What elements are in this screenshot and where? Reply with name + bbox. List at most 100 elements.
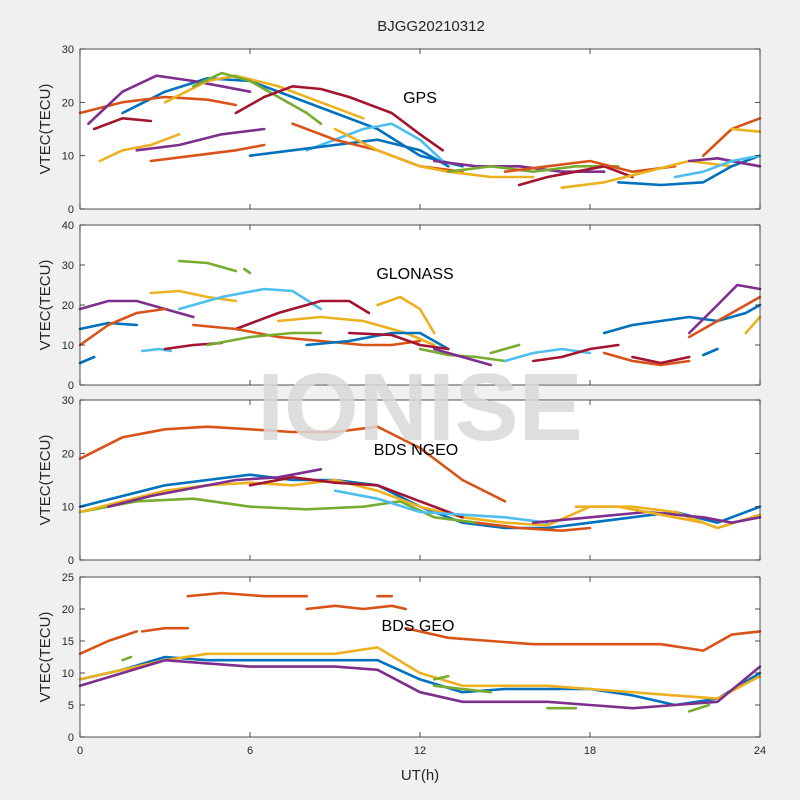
watermark-text: IONISE [257,354,582,461]
series-line-6 [243,267,252,275]
series-line-9 [234,299,371,331]
y-axis-label: VTEC(TECU) [37,435,54,526]
series-line-9 [149,143,266,163]
series-line-10 [192,323,422,347]
series-line-8 [177,287,323,311]
plot-area [80,49,760,209]
series-line-6 [404,626,762,652]
axes-panel-2: 0 10 20 30 40 VTEC(TECU) GLONASS [37,220,762,392]
series-line-16 [446,165,620,173]
x-axis-label: UT(h) [401,767,439,784]
series-line-5 [107,467,323,509]
series-line-12 [135,127,266,152]
series-line-19 [432,347,493,367]
y-tick-label: 0 [68,732,74,744]
series-line-26 [687,295,762,339]
series-line-29 [631,355,691,365]
series-line-14 [206,331,323,347]
panel-annotation: GPS [403,90,437,107]
y-tick-label: 15 [62,636,74,648]
y-tick-label: 40 [62,220,74,232]
series-line-10 [98,133,181,163]
series-line-24 [730,127,762,133]
series-line-7 [78,655,762,707]
series-line-2 [141,626,189,633]
series-line-14 [432,674,450,681]
series-line-8 [248,138,450,168]
series-line-2 [78,321,138,331]
x-tick-label: 12 [414,745,426,757]
y-tick-label: 0 [68,555,74,567]
x-tick-label: 18 [584,745,596,757]
series-line-5 [192,71,323,125]
y-tick-label: 10 [62,340,74,352]
y-tick-label: 5 [68,700,74,712]
series-line-27 [744,315,762,335]
series-line-9 [531,510,762,525]
series-line-21 [503,347,592,363]
series-line-1 [78,425,507,503]
series-line-10 [574,505,705,525]
series-line-23 [602,303,762,335]
series-line-18 [503,159,677,173]
series-line-16 [305,331,450,351]
series-group [78,259,762,367]
series-line-10 [432,684,493,694]
y-tick-label: 10 [62,151,74,163]
series-line-14 [333,127,535,179]
series-line-4 [78,307,167,347]
series-line-9 [78,658,762,710]
series-line-3 [87,74,252,125]
series-line-12 [687,703,711,713]
series-line-17 [517,165,634,187]
series-line-11 [92,117,153,131]
series-line-22 [531,343,620,363]
series-line-15 [276,315,436,347]
series-group [78,425,762,533]
series-line-1 [78,630,138,656]
y-tick-label: 30 [62,44,74,56]
series-line-24 [602,351,691,367]
y-tick-label: 20 [62,300,74,312]
series-line-7 [333,489,549,525]
panel-annotation: BDS NGEO [374,442,458,459]
series-line-4 [305,604,408,611]
series-line-19 [560,159,734,189]
y-tick-label: 30 [62,260,74,272]
x-tick-label: 24 [754,745,766,757]
figure-title: BJGG20210312 [377,18,485,35]
y-axis-label: VTEC(TECU) [37,84,54,175]
series-line-25 [687,283,762,335]
series-line-8 [475,521,592,533]
panel-annotation: GLONASS [376,266,453,283]
series-line-17 [347,331,450,351]
y-tick-label: 25 [62,572,74,584]
y-tick-label: 0 [68,380,74,392]
y-axis-label: VTEC(TECU) [37,612,54,703]
series-line-1 [78,299,195,319]
series-group [78,591,762,713]
axes-panel-4: 0 5 10 15 20 25 0 6 12 18 24 VTEC(TECU) BDS GEO UT(h) [37,572,766,784]
y-tick-label: 10 [62,502,74,514]
y-tick-label: 20 [62,604,74,616]
series-line-12 [141,347,172,353]
series-line-23 [673,154,762,179]
y-tick-label: 0 [68,204,74,216]
series-group [78,71,762,189]
series-line-7 [149,289,238,303]
panel-annotation: BDS GEO [382,618,455,635]
series-line-4 [163,74,365,120]
series-line-7 [305,122,445,163]
x-tick-label: 6 [247,745,253,757]
axes-panel-3: 0 10 20 30 VTEC(TECU) BDS NGEO [37,395,762,567]
series-line-3 [78,355,96,365]
y-tick-label: 20 [62,448,74,460]
y-tick-label: 10 [62,668,74,680]
series-line-8 [78,646,762,700]
x-tick-label: 0 [77,745,83,757]
y-axis-label: VTEC(TECU) [37,260,54,351]
y-tick-label: 30 [62,395,74,407]
series-line-6 [234,85,445,152]
series-line-13 [121,655,133,662]
